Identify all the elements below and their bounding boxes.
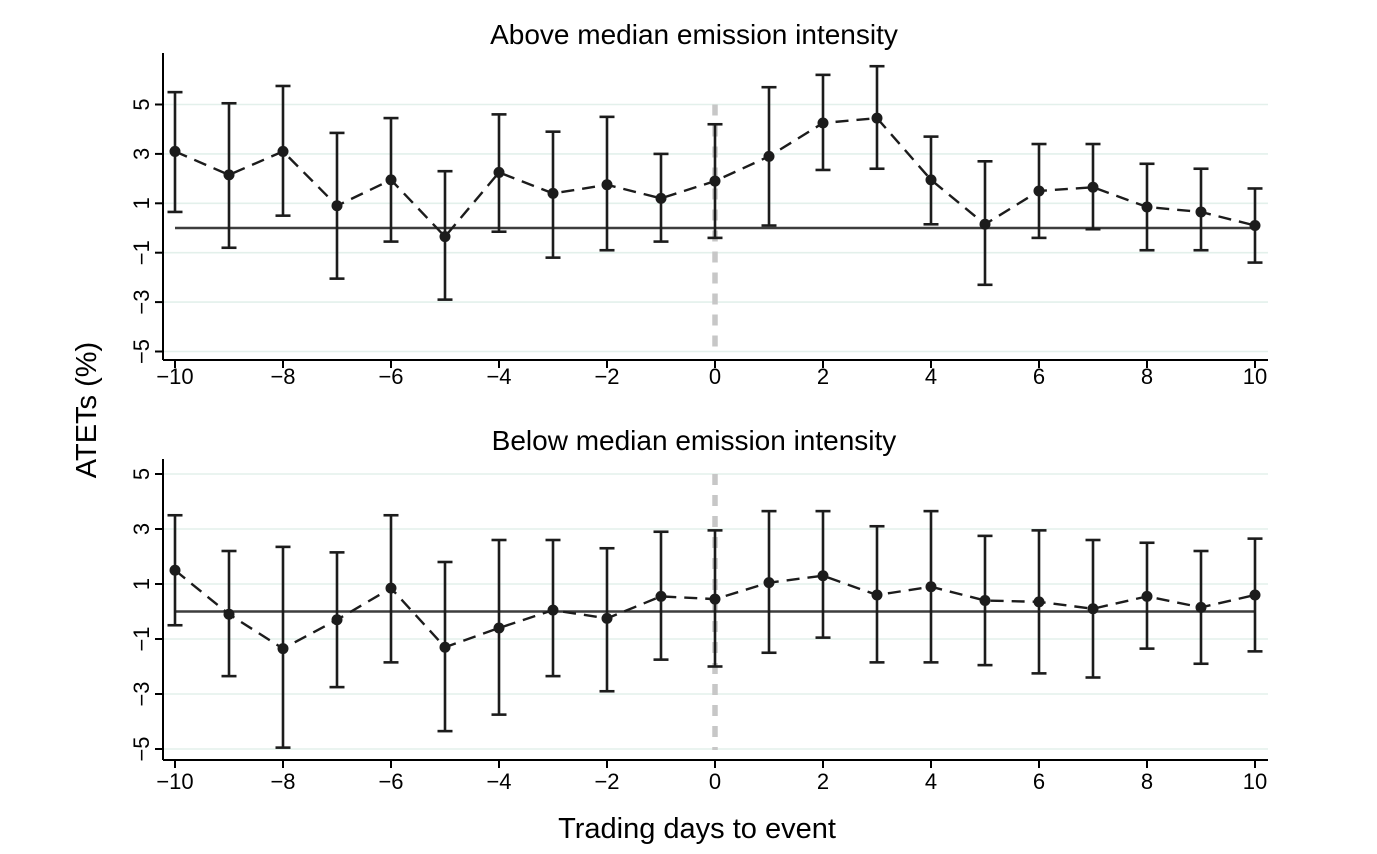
x-tick-label: 4 — [925, 364, 937, 389]
panel-title-below: Below median emission intensity — [492, 425, 897, 456]
data-point — [979, 595, 991, 606]
data-point — [547, 604, 559, 616]
data-point — [385, 174, 397, 186]
data-point — [1195, 206, 1207, 218]
x-tick-label: −4 — [486, 364, 511, 389]
x-tick-label: −10 — [156, 364, 193, 389]
y-tick-label: 5 — [129, 98, 154, 110]
x-tick-label: −6 — [378, 769, 403, 794]
y-tick-label: −5 — [129, 736, 154, 761]
data-point — [817, 570, 829, 582]
data-point — [439, 231, 451, 243]
data-point — [601, 612, 613, 624]
x-tick-label: −6 — [378, 364, 403, 389]
x-tick-label: −2 — [594, 364, 619, 389]
data-point — [223, 608, 235, 620]
x-tick-label: 4 — [925, 769, 937, 794]
data-point — [763, 577, 775, 589]
x-tick-label: 2 — [817, 769, 829, 794]
data-point — [223, 169, 235, 181]
data-point — [709, 593, 721, 605]
panel-title-above: Above median emission intensity — [490, 19, 898, 50]
y-tick-label: 3 — [129, 523, 154, 535]
y-tick-label: −1 — [129, 626, 154, 651]
x-tick-label: 0 — [709, 769, 721, 794]
x-tick-label: 6 — [1033, 364, 1045, 389]
data-point — [169, 564, 181, 576]
y-tick-label: −3 — [129, 681, 154, 706]
data-point — [1141, 590, 1153, 602]
data-point — [925, 174, 937, 186]
data-point — [385, 582, 397, 594]
data-point — [1033, 596, 1045, 608]
data-point — [1141, 201, 1153, 213]
x-tick-label: 10 — [1243, 769, 1267, 794]
data-point — [871, 589, 883, 601]
x-tick-label: 8 — [1141, 364, 1153, 389]
x-tick-label: 6 — [1033, 769, 1045, 794]
y-axis-label: ATETs (%) — [71, 342, 103, 478]
data-point — [817, 117, 829, 129]
data-point — [169, 145, 181, 157]
x-tick-label: −8 — [270, 364, 295, 389]
x-tick-label: −2 — [594, 769, 619, 794]
data-point — [1249, 589, 1261, 601]
data-point — [547, 187, 559, 199]
data-point — [1087, 181, 1099, 193]
data-point — [331, 614, 343, 626]
data-point — [277, 145, 289, 157]
x-tick-label: −8 — [270, 769, 295, 794]
x-tick-label: 10 — [1243, 364, 1267, 389]
data-point — [1087, 603, 1099, 615]
x-tick-label: 8 — [1141, 769, 1153, 794]
data-point — [709, 175, 721, 187]
y-tick-label: 3 — [129, 148, 154, 160]
y-tick-label: 5 — [129, 468, 154, 480]
data-point — [439, 641, 451, 653]
data-point — [493, 622, 505, 634]
data-point — [493, 166, 505, 178]
data-point — [1249, 220, 1261, 232]
panel-above-median: 5 3 1 −1 −3 −5−10 −8 −6 −4 −2 0 2 4 6 8 10 — [129, 53, 1268, 389]
data-point — [1195, 601, 1207, 613]
data-point — [1033, 185, 1045, 197]
x-tick-label: 0 — [709, 364, 721, 389]
y-tick-label: 1 — [129, 578, 154, 590]
y-tick-label: −5 — [129, 339, 154, 364]
x-tick-label: −4 — [486, 769, 511, 794]
x-tick-label: −10 — [156, 769, 193, 794]
data-point — [331, 200, 343, 212]
data-point — [925, 581, 937, 593]
x-axis-label: Trading days to event — [558, 813, 836, 845]
data-point — [601, 179, 613, 191]
y-tick-label: 1 — [129, 197, 154, 209]
data-point — [979, 218, 991, 230]
panel-below-median: 5 3 1 −1 −3 −5−10 −8 −6 −4 −2 0 2 4 6 8 10 — [129, 459, 1268, 794]
data-point — [277, 643, 289, 655]
data-point — [871, 112, 883, 124]
data-point — [763, 150, 775, 162]
data-point — [655, 590, 667, 602]
y-tick-label: −3 — [129, 290, 154, 315]
y-tick-label: −1 — [129, 240, 154, 265]
data-point — [655, 192, 667, 204]
x-tick-label: 2 — [817, 364, 829, 389]
